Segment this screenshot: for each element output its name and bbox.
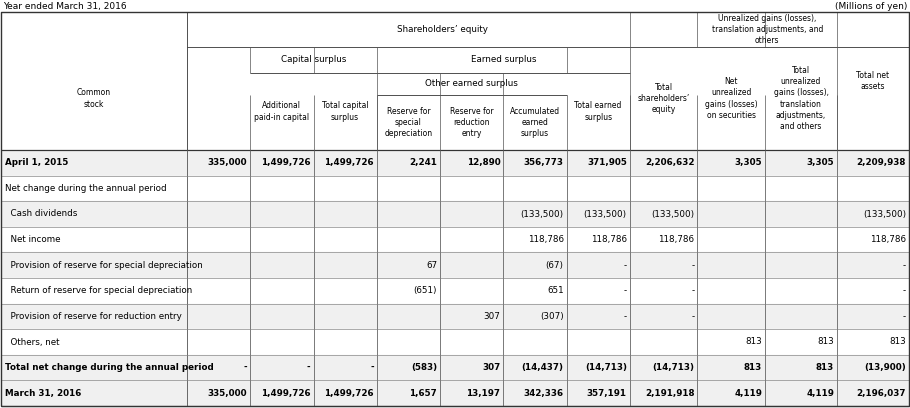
- Text: Return of reserve for special depreciation: Return of reserve for special depreciati…: [5, 286, 192, 295]
- Text: Others, net: Others, net: [5, 337, 59, 346]
- Text: (307): (307): [540, 312, 563, 321]
- Text: Net change during the annual period: Net change during the annual period: [5, 184, 167, 193]
- Text: Total capital
surplus: Total capital surplus: [322, 102, 369, 122]
- Text: 2,196,037: 2,196,037: [856, 389, 906, 398]
- Text: 357,191: 357,191: [587, 389, 627, 398]
- Text: Cash dividends: Cash dividends: [5, 209, 77, 219]
- Text: -: -: [623, 261, 627, 270]
- Text: (13,900): (13,900): [864, 363, 906, 372]
- Text: March 31, 2016: March 31, 2016: [5, 389, 81, 398]
- Text: Earned surplus: Earned surplus: [470, 55, 536, 64]
- Text: April 1, 2015: April 1, 2015: [5, 158, 68, 167]
- Text: 1,499,726: 1,499,726: [261, 389, 310, 398]
- Text: (14,713): (14,713): [652, 363, 694, 372]
- Text: 813: 813: [815, 363, 834, 372]
- Text: Shareholders’ equity: Shareholders’ equity: [397, 25, 488, 34]
- Text: -: -: [903, 261, 906, 270]
- Text: (133,500): (133,500): [863, 209, 906, 219]
- Text: Total
unrealized
gains (losses),
translation
adjustments,
and others: Total unrealized gains (losses), transla…: [774, 66, 828, 131]
- Text: Additional
paid-in capital: Additional paid-in capital: [254, 102, 309, 122]
- Text: -: -: [692, 261, 694, 270]
- Text: 118,786: 118,786: [591, 235, 627, 244]
- Text: -: -: [903, 286, 906, 295]
- Text: (14,437): (14,437): [521, 363, 563, 372]
- Text: -: -: [370, 363, 374, 372]
- Text: 2,206,632: 2,206,632: [645, 158, 694, 167]
- Text: 3,305: 3,305: [734, 158, 762, 167]
- Text: 651: 651: [547, 286, 563, 295]
- Text: Net income: Net income: [5, 235, 60, 244]
- Text: (14,713): (14,713): [585, 363, 627, 372]
- Text: 342,336: 342,336: [523, 389, 563, 398]
- Text: -: -: [692, 286, 694, 295]
- Text: Total earned
surplus: Total earned surplus: [574, 102, 622, 122]
- Text: Year ended March 31, 2016: Year ended March 31, 2016: [3, 2, 126, 11]
- Text: 2,209,938: 2,209,938: [856, 158, 906, 167]
- Text: Other earned surplus: Other earned surplus: [425, 80, 518, 89]
- Text: (133,500): (133,500): [652, 209, 694, 219]
- Text: 1,499,726: 1,499,726: [261, 158, 310, 167]
- Text: 813: 813: [743, 363, 762, 372]
- Text: 813: 813: [817, 337, 834, 346]
- Text: Net
unrealized
gains (losses)
on securities: Net unrealized gains (losses) on securit…: [705, 78, 757, 120]
- Text: -: -: [307, 363, 310, 372]
- Text: Common
stock: Common stock: [77, 89, 111, 109]
- Text: Reserve for
reduction
entry: Reserve for reduction entry: [450, 107, 493, 138]
- Text: 1,499,726: 1,499,726: [324, 158, 374, 167]
- Text: 307: 307: [483, 312, 501, 321]
- Text: (651): (651): [413, 286, 437, 295]
- Text: Provision of reserve for special depreciation: Provision of reserve for special depreci…: [5, 261, 203, 270]
- Text: 813: 813: [889, 337, 906, 346]
- Text: 67: 67: [426, 261, 437, 270]
- Text: -: -: [692, 312, 694, 321]
- Text: 118,786: 118,786: [870, 235, 906, 244]
- Text: (Millions of yen): (Millions of yen): [834, 2, 907, 11]
- Text: Accumulated
earned
surplus: Accumulated earned surplus: [510, 107, 560, 138]
- Text: 335,000: 335,000: [207, 389, 248, 398]
- Text: 813: 813: [745, 337, 762, 346]
- Text: -: -: [244, 363, 248, 372]
- Text: (133,500): (133,500): [521, 209, 563, 219]
- Text: 13,197: 13,197: [466, 389, 501, 398]
- Text: 3,305: 3,305: [806, 158, 834, 167]
- Text: Total
shareholders’
equity: Total shareholders’ equity: [638, 83, 690, 114]
- Text: Total net
assets: Total net assets: [856, 71, 890, 91]
- Text: Unrealized gains (losses),
translation adjustments, and
others: Unrealized gains (losses), translation a…: [712, 14, 823, 45]
- Text: 4,119: 4,119: [734, 389, 762, 398]
- Text: 12,890: 12,890: [467, 158, 500, 167]
- Text: (583): (583): [411, 363, 437, 372]
- Text: (133,500): (133,500): [583, 209, 627, 219]
- Text: 1,657: 1,657: [410, 389, 437, 398]
- Text: 307: 307: [482, 363, 500, 372]
- Text: 118,786: 118,786: [659, 235, 694, 244]
- Text: Capital surplus: Capital surplus: [281, 55, 346, 64]
- Text: 2,241: 2,241: [410, 158, 437, 167]
- Text: -: -: [623, 286, 627, 295]
- Text: -: -: [623, 312, 627, 321]
- Text: 4,119: 4,119: [806, 389, 834, 398]
- Text: 1,499,726: 1,499,726: [324, 389, 374, 398]
- Text: Total net change during the annual period: Total net change during the annual perio…: [5, 363, 214, 372]
- Text: 118,786: 118,786: [528, 235, 563, 244]
- Text: 356,773: 356,773: [523, 158, 563, 167]
- Text: 371,905: 371,905: [587, 158, 627, 167]
- Text: 2,191,918: 2,191,918: [645, 389, 694, 398]
- Text: 335,000: 335,000: [207, 158, 248, 167]
- Text: -: -: [903, 312, 906, 321]
- Text: Provision of reserve for reduction entry: Provision of reserve for reduction entry: [5, 312, 182, 321]
- Text: (67): (67): [545, 261, 563, 270]
- Text: Reserve for
special
depreciation: Reserve for special depreciation: [384, 107, 432, 138]
